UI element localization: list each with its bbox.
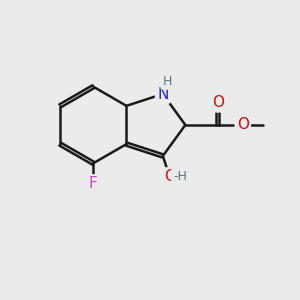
- Text: O: O: [237, 118, 249, 133]
- Text: -H: -H: [173, 170, 187, 183]
- Text: O: O: [164, 169, 176, 184]
- Text: H: H: [162, 75, 172, 88]
- Text: O: O: [212, 95, 224, 110]
- Text: F: F: [89, 176, 98, 191]
- Text: N: N: [157, 86, 169, 101]
